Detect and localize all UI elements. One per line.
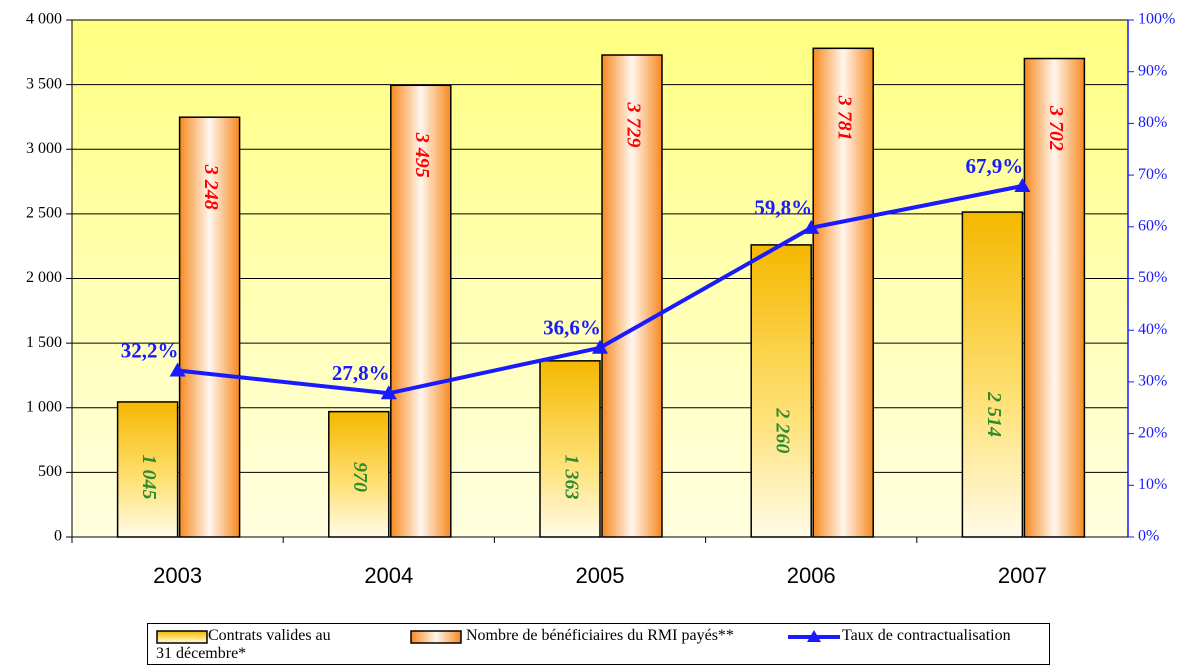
data-label: 1 045 (138, 455, 160, 500)
y2-tick-label: 40% (1138, 321, 1167, 338)
x-tick-label: 2006 (787, 563, 836, 588)
data-label: 32,2% (121, 338, 179, 362)
chart: 0 500 1 000 1 500 2 000 2 500 3 000 3 500 4 000 0… (26, 11, 1175, 588)
bar (116, 401, 179, 538)
bar (1023, 57, 1086, 538)
bar (539, 360, 601, 538)
legend: Contrats valides au 31 décembre* Nombre d… (147, 623, 1050, 665)
y2-tick-label: 10% (1138, 476, 1167, 493)
y-tick-label: 2 500 (26, 205, 62, 222)
legend-swatch (156, 630, 208, 644)
legend-label: Nombre de bénéficiaires du RMI payés** (466, 627, 734, 644)
data-label: 2 260 (772, 407, 794, 453)
y2-tick-label: 30% (1138, 373, 1167, 390)
bar (601, 54, 663, 538)
bar (390, 84, 452, 538)
y-tick-label: 4 000 (26, 11, 62, 28)
data-label: 970 (349, 462, 371, 492)
bar (178, 116, 241, 538)
data-label: 59,8% (754, 196, 812, 220)
y-tick-label: 2 000 (26, 269, 62, 286)
data-label: 3 729 (622, 102, 644, 148)
data-label: 27,8% (332, 361, 390, 385)
y2-tick-label: 50% (1138, 269, 1167, 286)
data-label: 2 514 (983, 391, 1005, 437)
bar (750, 244, 812, 538)
x-tick-label: 2003 (153, 563, 202, 588)
y2-tick-label: 70% (1138, 166, 1167, 183)
data-label: 3 495 (411, 132, 433, 178)
y2-tick-label: 20% (1138, 424, 1167, 441)
legend-swatch (410, 630, 462, 644)
y-tick-label: 3 000 (26, 140, 62, 157)
bar (328, 410, 390, 538)
marker (380, 385, 397, 400)
legend-marker (807, 630, 821, 642)
legend-box (410, 630, 462, 644)
x-tick-label: 2007 (998, 563, 1047, 588)
data-label: 36,6% (543, 316, 601, 340)
y-tick-label: 500 (38, 463, 62, 480)
data-label: 3 781 (834, 95, 856, 141)
y-tick-label: 0 (54, 528, 62, 545)
y2-tick-label: 0% (1138, 528, 1159, 545)
data-label: 1 363 (560, 455, 582, 500)
y2-tick-label: 90% (1138, 62, 1167, 79)
bar (812, 47, 874, 538)
marker (803, 219, 820, 234)
marker (1014, 177, 1031, 192)
data-label: 3 702 (1045, 105, 1067, 151)
data-label: 3 248 (200, 164, 222, 210)
y-tick-label: 3 500 (26, 75, 62, 92)
legend-swatch (788, 630, 840, 642)
legend-label: Contrats valides au 31 décembre* (156, 627, 331, 662)
marker (592, 339, 608, 354)
y-tick-label: 1 000 (26, 398, 62, 415)
y2-tick-label: 60% (1138, 217, 1167, 234)
y-tick-label: 1 500 (26, 334, 62, 351)
legend-box (156, 630, 208, 644)
y2-tick-label: 100% (1138, 11, 1175, 28)
data-label: 67,9% (966, 154, 1024, 178)
y2-tick-label: 80% (1138, 114, 1167, 131)
x-tick-label: 2005 (576, 563, 625, 588)
bar (961, 211, 1024, 538)
legend-label: Taux de contractualisation (842, 627, 1011, 644)
marker (169, 362, 186, 377)
x-tick-label: 2004 (364, 563, 413, 588)
